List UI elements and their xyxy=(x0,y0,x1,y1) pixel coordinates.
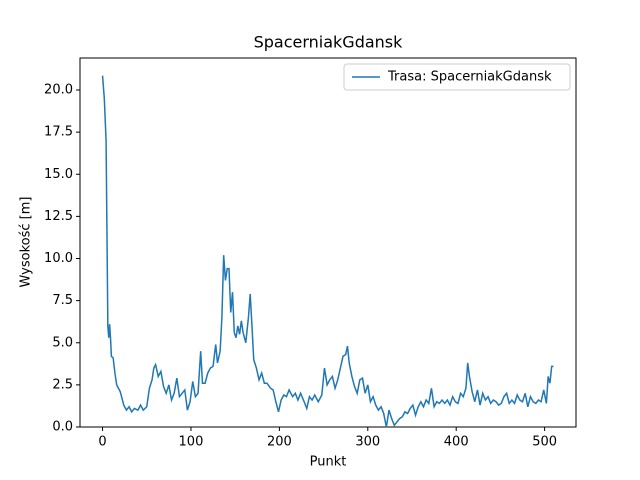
legend-label: Trasa: SpacerniakGdansk xyxy=(387,70,552,85)
y-tick-label: 15.0 xyxy=(44,167,73,182)
x-tick-label: 100 xyxy=(179,435,204,450)
plot-frame xyxy=(79,57,577,428)
chart-title: SpacerniakGdansk xyxy=(254,33,404,52)
x-tick-label: 200 xyxy=(267,435,292,450)
x-axis-label: Punkt xyxy=(310,455,347,470)
data-line xyxy=(101,75,554,428)
x-tick-label: 0 xyxy=(98,435,106,450)
y-tick-label: 10.0 xyxy=(44,251,73,266)
y-axis-label: Wysokość [m] xyxy=(19,197,34,288)
x-tick-label: 300 xyxy=(355,435,380,450)
x-tick-label: 400 xyxy=(444,435,469,450)
y-tick-label: 0.0 xyxy=(52,420,73,435)
y-tick-label: 2.5 xyxy=(52,377,73,392)
y-tick-label: 20.0 xyxy=(44,83,73,98)
y-tick-label: 7.5 xyxy=(52,293,73,308)
y-tick-label: 5.0 xyxy=(52,335,73,350)
legend-box xyxy=(343,63,571,91)
y-tick-label: 17.5 xyxy=(44,125,73,140)
y-tick-label: 12.5 xyxy=(44,209,73,224)
x-tick-label: 500 xyxy=(532,435,557,450)
